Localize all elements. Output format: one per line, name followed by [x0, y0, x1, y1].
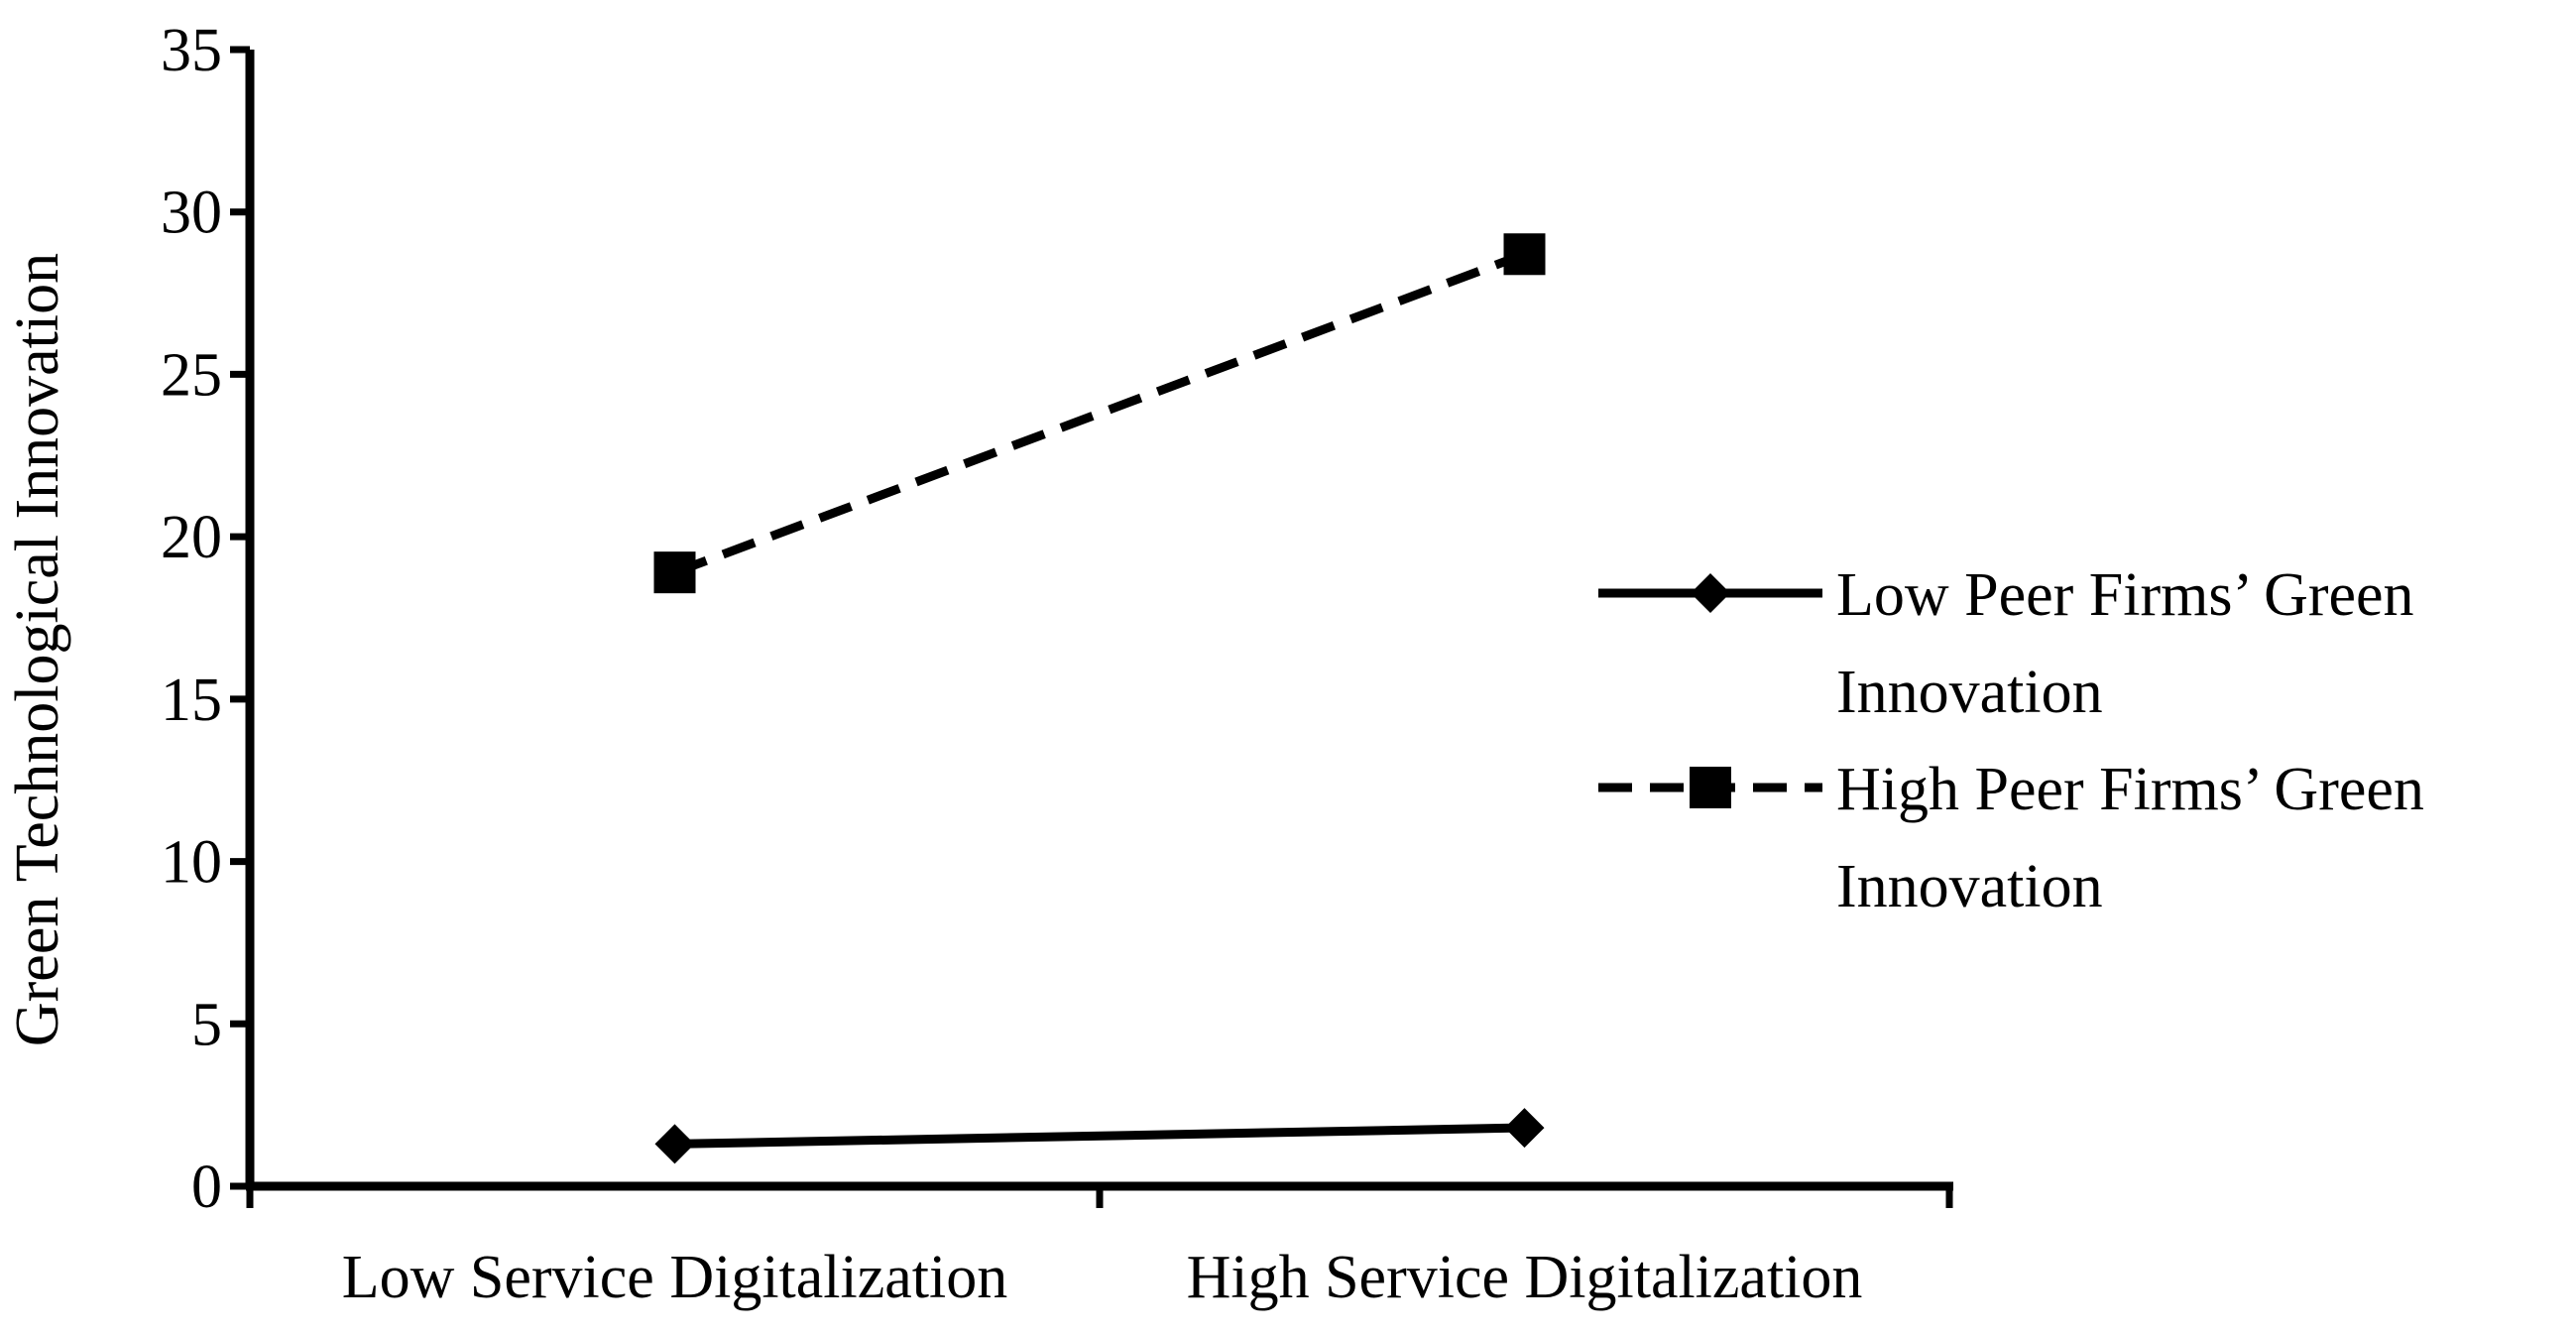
series-2: [653, 233, 1546, 594]
series-1: [654, 1108, 1545, 1164]
y-tick-label: 5: [191, 991, 222, 1058]
square-marker: [1503, 233, 1546, 276]
diamond-marker: [654, 1124, 695, 1164]
legend-label: Innovation: [1836, 853, 2103, 920]
series-group: [653, 233, 1546, 1164]
y-ticks: 0 5 10 15 20 25 30 35: [161, 17, 250, 1221]
legend-item-1: Low Peer Firms’ Green Innovation: [1598, 561, 2414, 726]
y-tick-label: 15: [161, 667, 222, 734]
series-line: [674, 1123, 1525, 1149]
axes: [245, 50, 1953, 1191]
x-category-label: High Service Digitalization: [1187, 1244, 1863, 1311]
legend-label: Low Peer Firms’ Green: [1836, 561, 2414, 629]
x-ticks: Low Service Digitalization High Service D…: [246, 1186, 1953, 1311]
legend-label: Innovation: [1836, 659, 2103, 726]
legend-label: High Peer Firms’ Green: [1836, 756, 2424, 823]
legend-diamond-marker: [1691, 573, 1730, 613]
y-tick-label: 0: [191, 1154, 222, 1221]
y-axis-title: Green Technological Innovation: [4, 253, 71, 1046]
square-marker: [653, 551, 696, 594]
y-tick-label: 35: [161, 17, 222, 84]
y-tick-label: 25: [161, 341, 222, 409]
y-tick-label: 30: [161, 180, 222, 247]
legend-item-2: High Peer Firms’ Green Innovation: [1598, 756, 2424, 920]
x-category-label: Low Service Digitalization: [342, 1244, 1007, 1311]
diamond-marker: [1504, 1108, 1545, 1149]
y-tick-label: 20: [161, 504, 222, 571]
y-tick-label: 10: [161, 829, 222, 897]
legend-square-marker: [1690, 767, 1731, 808]
series-line: [672, 250, 1527, 577]
